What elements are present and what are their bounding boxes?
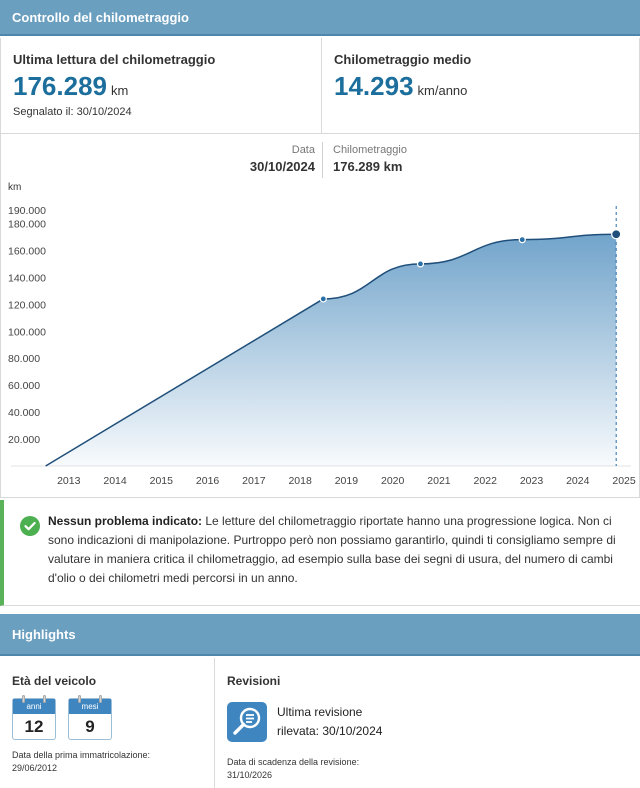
tooltip-divider xyxy=(322,142,323,178)
months-label: mesi xyxy=(69,699,111,714)
inspections-panel: Revisioni Ultima revisione rilevata: 30/… xyxy=(215,658,640,788)
y-tick-label: 20.000 xyxy=(8,434,40,446)
x-tick-label: 2023 xyxy=(520,475,544,487)
tooltip-date-value: 30/10/2024 xyxy=(249,159,315,174)
months-calendar-icon: mesi 9 xyxy=(68,695,112,740)
mileage-line xyxy=(45,233,617,467)
calendar-ring xyxy=(22,695,25,703)
average-mileage-panel: Chilometraggio medio 14.293 km/anno xyxy=(322,38,639,133)
check-circle-icon xyxy=(20,516,40,536)
y-tick-label: 60.000 xyxy=(8,380,40,392)
x-tick-label: 2014 xyxy=(103,475,127,487)
x-tick-label: 2021 xyxy=(427,475,451,487)
years-value: 12 xyxy=(24,717,44,736)
mileage-stats: Ultima lettura del chilometraggio 176.28… xyxy=(0,38,640,134)
x-tick-label: 2015 xyxy=(150,475,174,487)
y-tick-label: 180.000 xyxy=(8,218,46,230)
last-reading-title: Ultima lettura del chilometraggio xyxy=(13,52,216,67)
average-mileage-unit: km/anno xyxy=(417,83,468,98)
x-tick-label: 2016 xyxy=(196,475,220,487)
y-tick-label: 100.000 xyxy=(8,326,46,338)
last-inspection-date: rilevata: 30/10/2024 xyxy=(277,724,383,738)
highlighted-data-point xyxy=(611,229,622,240)
inspection-expiry-label: Data di scadenza della revisione: xyxy=(227,757,360,767)
y-tick-label: 80.000 xyxy=(8,353,40,365)
average-mileage-value: 14.293 xyxy=(334,71,414,101)
tooltip-mileage: Chilometraggio 176.289 km xyxy=(333,144,407,174)
highlights-header: Highlights xyxy=(0,614,640,656)
calendar-ring xyxy=(43,695,46,703)
vehicle-age-title: Età del veicolo xyxy=(12,674,97,688)
mileage-area xyxy=(45,234,617,466)
average-mileage-title: Chilometraggio medio xyxy=(334,52,472,67)
highlights-title: Highlights xyxy=(12,626,76,642)
inspection-expiry-date: 31/10/2026 xyxy=(227,770,273,780)
tooltip-date: Data 30/10/2024 xyxy=(227,144,315,174)
first-registration-date: 29/06/2012 xyxy=(12,763,58,773)
reported-date: Segnalato il: 30/10/2024 xyxy=(13,106,132,118)
calendar-ring xyxy=(99,695,102,703)
x-tick-label: 2017 xyxy=(242,475,266,487)
mileage-check-title: Controllo del chilometraggio xyxy=(12,9,189,25)
x-tick-label: 2019 xyxy=(335,475,359,487)
calendar-ring xyxy=(78,695,81,703)
y-tick-label: 160.000 xyxy=(8,245,46,257)
y-tick-label: 140.000 xyxy=(8,272,46,284)
data-point xyxy=(319,295,327,303)
tooltip-mileage-value: 176.289 km xyxy=(333,159,403,174)
last-reading-value: 176.289 xyxy=(13,71,107,101)
last-inspection-label: Ultima revisione xyxy=(277,705,363,719)
data-point xyxy=(416,260,425,268)
data-point xyxy=(518,236,526,244)
x-tick-label: 2018 xyxy=(288,475,312,487)
notice-title: Nessun problema indicato: xyxy=(48,514,203,528)
notice-text: Le letture del chilometraggio riportate … xyxy=(48,514,616,585)
x-tick-label: 2024 xyxy=(566,475,590,487)
y-tick-label: 120.000 xyxy=(8,299,46,311)
last-reading-unit: km xyxy=(110,83,129,98)
no-issue-notice: Nessun problema indicato: Le letture del… xyxy=(0,500,640,606)
months-value: 9 xyxy=(85,717,95,736)
tooltip-date-label: Data xyxy=(291,144,315,156)
highlights-body: Età del veicolo anni 12 mesi 9 Data dell… xyxy=(0,658,640,788)
inspection-magnifier-icon xyxy=(227,702,267,742)
last-reading-panel: Ultima lettura del chilometraggio 176.28… xyxy=(1,38,322,133)
years-label: anni xyxy=(13,699,55,714)
x-tick-label: 2013 xyxy=(57,475,81,487)
inspections-title: Revisioni xyxy=(227,674,281,688)
x-tick-label: 2020 xyxy=(381,475,405,487)
years-calendar-icon: anni 12 xyxy=(12,695,56,740)
y-tick-label: 40.000 xyxy=(8,407,40,419)
mileage-chart-panel: Data 30/10/2024 Chilometraggio 176.289 k… xyxy=(0,134,640,498)
y-axis-unit: km xyxy=(8,182,22,193)
mileage-check-header: Controllo del chilometraggio xyxy=(0,0,640,36)
y-tick-label: 190.000 xyxy=(8,205,46,217)
vehicle-age-panel: Età del veicolo anni 12 mesi 9 Data dell… xyxy=(0,658,215,788)
x-tick-label: 2025 xyxy=(612,475,636,487)
tooltip-mileage-label: Chilometraggio xyxy=(333,144,407,156)
first-registration-label: Data della prima immatricolazione: xyxy=(12,750,151,760)
x-tick-label: 2022 xyxy=(474,475,498,487)
